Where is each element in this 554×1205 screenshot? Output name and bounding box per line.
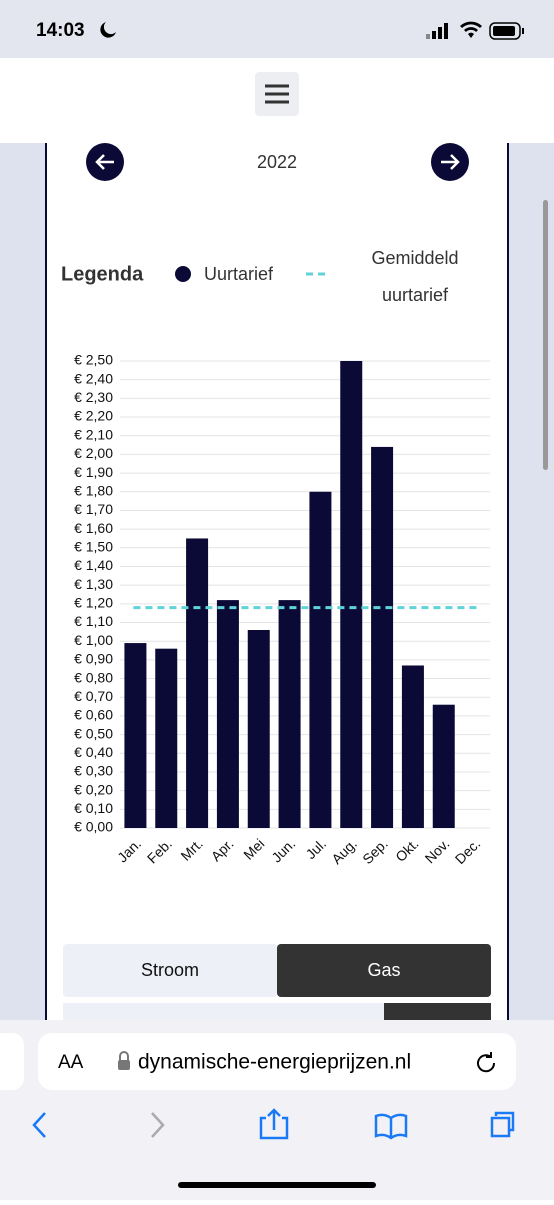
forward[interactable] [151,1112,165,1138]
y-tick-label: € 2,00 [74,445,113,461]
y-tick-label: € 1,00 [74,632,113,648]
text-size[interactable]: AA [58,1052,84,1073]
y-tick-label: € 0,00 [74,819,113,835]
back[interactable] [32,1112,46,1138]
y-tick-label: € 2,20 [74,408,113,424]
bookmarks[interactable] [374,1113,408,1140]
y-tick-label: € 0,40 [74,744,113,760]
bar [216,600,239,828]
y-tick-label: € 0,80 [74,669,113,685]
tab-preview [0,1033,24,1090]
y-tick-label: € 0,70 [74,688,113,704]
content-panel [45,143,509,1023]
toolbar [32,1108,515,1140]
bar [432,704,455,828]
legend-label: Uurtarief [204,264,274,284]
chart: € 0,00 € 0,10 € 0,20 € 0,30 € 0,40 € 0,50 € 0,… [74,352,490,867]
moon-icon [100,22,116,38]
share[interactable] [259,1108,289,1140]
toggle-gas[interactable] [277,944,491,997]
bar [247,629,270,828]
reload-icon[interactable] [477,1052,496,1073]
legend-marker [175,266,191,282]
menu-icon [265,84,289,104]
y-tick-label: € 1,60 [74,520,113,536]
y-tick-label: € 2,40 [74,370,113,386]
y-tick-label: € 1,90 [74,464,113,480]
y-tick-label: € 1,50 [74,539,113,555]
bar [278,600,301,828]
tabs[interactable] [490,1111,515,1138]
y-tick-label: € 1,40 [74,557,113,573]
bar [309,491,332,828]
status-icons [426,21,524,40]
toggle-stroom[interactable] [63,944,277,997]
y-tick-label: € 0,90 [74,651,113,667]
y-tick-label: € 0,60 [74,707,113,723]
lock-icon [118,1051,130,1070]
y-tick-label: € 2,30 [74,389,113,405]
bar [371,446,394,828]
prev-button[interactable] [86,143,124,181]
y-tick-label: € 2,10 [74,426,113,442]
legend-label: Gemiddeld uurtarief [371,248,459,305]
next-button[interactable] [431,143,469,181]
bar [155,648,178,828]
bar [401,665,424,828]
toggle-label: Gas [367,960,400,980]
home-indicator [178,1182,376,1188]
y-tick-label: € 2,50 [74,352,113,368]
clock: 14:03 [36,20,85,41]
y-tick-label: € 0,10 [74,800,113,816]
status-bar [0,0,554,58]
y-tick-label: € 0,30 [74,763,113,779]
toggle-label: Stroom [141,960,199,980]
y-tick-label: € 1,80 [74,482,113,498]
url-bar[interactable] [38,1033,516,1090]
scrollbar [543,200,548,470]
y-tick-label: € 0,20 [74,781,113,797]
year: 2022 [257,152,297,172]
legend-title: Legenda [61,263,144,285]
url: dynamische-energieprijzen.nl [138,1051,411,1074]
bar [340,361,363,828]
y-tick-label: € 1,30 [74,576,113,592]
bar [124,643,147,828]
bar [186,538,209,828]
y-tick-label: € 1,70 [74,501,113,517]
y-tick-label: € 0,50 [74,725,113,741]
y-tick-label: € 1,10 [74,613,113,629]
y-tick-label: € 1,20 [74,595,113,611]
